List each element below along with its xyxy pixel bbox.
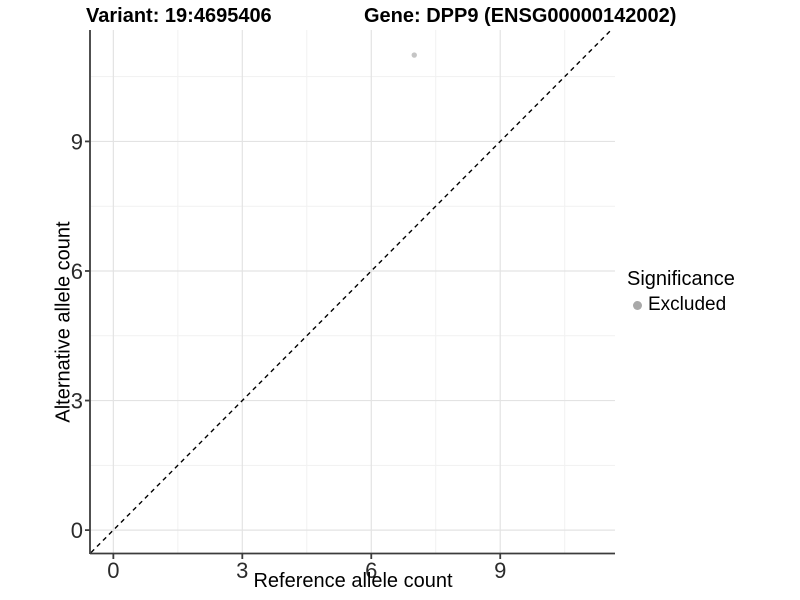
x-tick-label: 3 <box>236 558 248 583</box>
y-axis-title: Alternative allele count <box>52 221 75 423</box>
y-tick-label: 3 <box>71 389 83 414</box>
x-tick-label: 0 <box>107 558 119 583</box>
legend: Significance Excluded <box>627 268 735 316</box>
x-axis-title: Reference allele count <box>253 570 453 592</box>
plot-title-variant: Variant: 19:4695406 <box>86 5 272 27</box>
excluded-point-icon <box>633 300 642 310</box>
identity-reference-line <box>90 29 612 554</box>
y-tick-label: 0 <box>71 518 83 543</box>
y-tick-label: 6 <box>71 259 83 284</box>
legend-item-excluded: Excluded <box>627 294 735 316</box>
x-tick-label: 9 <box>494 558 506 583</box>
legend-title: Significance <box>627 268 735 290</box>
x-tick-label: 6 <box>365 558 377 583</box>
legend-item-label: Excluded <box>648 294 727 315</box>
data-point <box>411 52 417 58</box>
plot-title-gene: Gene: DPP9 (ENSG00000142002) <box>364 5 677 27</box>
y-tick-label: 9 <box>71 129 83 154</box>
